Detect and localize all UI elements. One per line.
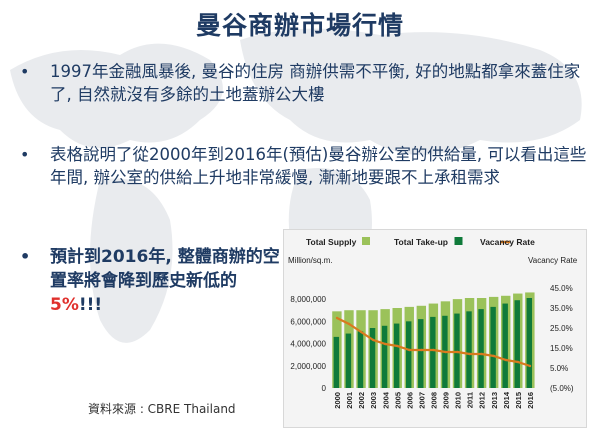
y-tick-label: 8,000,000	[290, 295, 326, 304]
x-tick-label: 2004	[381, 391, 390, 409]
bullet-dot-icon: •	[20, 62, 30, 81]
legend-label: Vacancy Rate	[480, 237, 535, 247]
bullet-3-suffix: !!!	[78, 295, 103, 315]
vacancy-point	[396, 344, 399, 348]
takeup-bar	[502, 303, 508, 388]
takeup-bar	[357, 331, 364, 388]
vacancy-point	[516, 360, 520, 364]
y-tick-label: 2,000,000	[290, 362, 326, 371]
takeup-bar	[369, 328, 376, 388]
takeup-bar	[393, 323, 400, 388]
bullet-dot-icon: •	[20, 247, 31, 266]
bullet-2-text: 表格說明了從2000年到2016年(預估)曼谷辦公室的供給量, 可以看出這些年間…	[50, 145, 587, 187]
x-tick-label: 2003	[369, 392, 378, 409]
x-tick-label: 2002	[357, 392, 366, 409]
chart-svg: Total Supply Total Take-up Vacancy Rate Mil…	[288, 237, 578, 409]
y-axis-label: Million/sq.m.	[288, 256, 332, 265]
y-tick-label: 4,000,000	[290, 340, 326, 349]
bullet-3-highlight: 5%	[50, 295, 79, 315]
vacancy-point	[468, 352, 471, 356]
x-tick-label: 2012	[478, 392, 487, 409]
y2-tick-label: 35.0%	[550, 304, 573, 313]
vacancy-point	[359, 330, 363, 334]
vacancy-point	[408, 348, 411, 352]
bullet-1: • 1997年金融風暴後, 曼谷的住房 商辦供需不平衡, 好的地點都拿來蓋住家了…	[20, 60, 590, 106]
bullet-dot-icon: •	[20, 145, 30, 164]
x-tick-label: 2005	[393, 392, 402, 409]
x-tick-label: 2009	[442, 392, 451, 409]
takeup-bar	[418, 319, 424, 388]
vacancy-point	[384, 342, 387, 346]
x-tick-label: 2001	[345, 392, 354, 409]
y2-tick-label: 45.0%	[550, 284, 573, 293]
x-tick-label: 2013	[490, 392, 499, 409]
legend-label: Total Take-up	[394, 237, 448, 247]
y2-tick-label: 15.0%	[550, 344, 573, 353]
y2-tick-label: (5.0%)	[550, 384, 574, 393]
x-tick-label: 2015	[514, 392, 523, 409]
y-tick-label: 0	[322, 384, 327, 393]
vacancy-point	[492, 354, 495, 358]
bullet-1-text: 1997年金融風暴後, 曼谷的住房 商辦供需不平衡, 好的地點都拿來蓋住家了, …	[50, 62, 581, 104]
page-title: 曼谷商辦市場行情	[195, 11, 404, 40]
vacancy-point	[456, 350, 459, 354]
bullet-2: • 表格說明了從2000年到2016年(預估)曼谷辦公室的供給量, 可以看出這些…	[20, 143, 590, 189]
takeup-bar	[514, 300, 520, 388]
takeup-bar	[490, 306, 496, 388]
x-tick-label: 2011	[466, 392, 475, 408]
takeup-bar	[333, 336, 340, 388]
legend-swatch	[362, 237, 370, 245]
takeup-bar	[430, 316, 436, 388]
takeup-bar	[381, 325, 388, 388]
legend-label: Total Supply	[306, 237, 357, 247]
source-note: 資料來源 : CBRE Thailand	[88, 402, 236, 416]
x-tick-label: 2010	[454, 392, 463, 409]
takeup-bar	[478, 309, 484, 388]
vacancy-point	[335, 316, 339, 320]
x-tick-label: 2000	[333, 392, 342, 409]
vacancy-point	[444, 350, 447, 354]
takeup-bar	[466, 311, 472, 388]
x-tick-label: 2006	[405, 392, 414, 409]
x-tick-label: 2008	[430, 392, 439, 409]
vacancy-point	[432, 348, 435, 352]
vacancy-point	[504, 358, 508, 362]
takeup-bar	[406, 321, 412, 388]
takeup-bar	[526, 298, 533, 388]
x-tick-label: 2016	[526, 392, 535, 409]
y2-tick-label: 5.0%	[550, 364, 568, 373]
x-tick-label: 2014	[502, 391, 511, 409]
y2-tick-label: 25.0%	[550, 324, 573, 333]
x-tick-label: 2007	[417, 392, 426, 409]
vacancy-point	[420, 348, 423, 352]
vacancy-point	[372, 338, 375, 342]
y-tick-label: 6,000,000	[290, 317, 326, 326]
takeup-bar	[345, 333, 352, 388]
takeup-bar	[454, 313, 460, 388]
vacancy-point	[480, 352, 483, 356]
vacancy-point	[347, 322, 351, 326]
legend-swatch	[454, 237, 463, 245]
bullet-3: • 預計到2016年, 整體商辦的空置率將會降到歷史新低的 5%!!!	[20, 245, 280, 317]
office-supply-chart: Total Supply Total Take-up Vacancy Rate Mil…	[283, 229, 587, 428]
bullet-3-text: 預計到2016年, 整體商辦的空置率將會降到歷史新低的	[50, 247, 280, 291]
y2-axis-label: Vacancy Rate	[528, 256, 578, 265]
vacancy-point	[528, 364, 532, 368]
